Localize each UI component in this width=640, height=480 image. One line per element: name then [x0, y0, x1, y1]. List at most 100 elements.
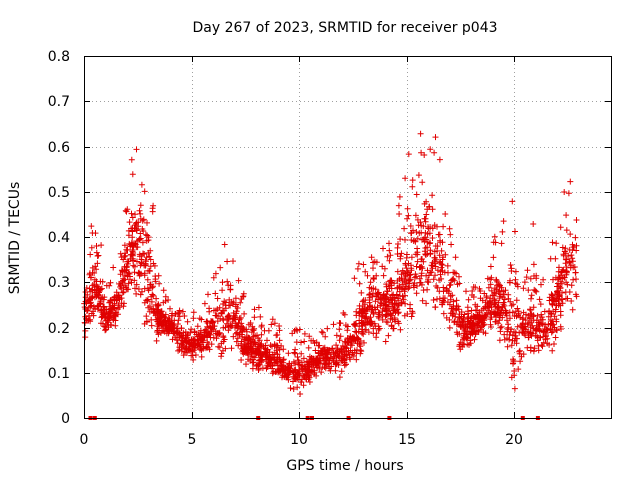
- data-point: [216, 304, 223, 311]
- y-tick-label: 0.6: [48, 140, 70, 156]
- data-point: [286, 367, 293, 373]
- data-point: [341, 311, 348, 318]
- data-point: [394, 268, 401, 275]
- data-point: [294, 354, 301, 360]
- data-point: [473, 307, 480, 314]
- y-tick-label: 0.4: [48, 230, 70, 246]
- data-point: [136, 269, 143, 276]
- data-point: [487, 263, 494, 270]
- data-point: [401, 225, 408, 232]
- data-point: [336, 337, 343, 344]
- y-tick-label: 0.7: [48, 94, 70, 110]
- data-point: [380, 245, 386, 252]
- data-point: [514, 305, 521, 312]
- data-point: [406, 272, 413, 279]
- data-point: [98, 309, 105, 316]
- data-point: [93, 283, 100, 289]
- data-point: [531, 345, 538, 352]
- data-point: [156, 280, 163, 287]
- data-point: [561, 248, 568, 255]
- data-point: [436, 277, 443, 284]
- data-point: [118, 300, 125, 307]
- data-point: [276, 323, 283, 329]
- data-point: [315, 342, 322, 349]
- data-point: [119, 289, 126, 296]
- data-point: [285, 376, 292, 383]
- data-point: [190, 309, 197, 316]
- data-point: [224, 278, 231, 285]
- data-point: [341, 356, 348, 363]
- data-point: [203, 332, 210, 338]
- data-point: [284, 363, 291, 370]
- data-point: [482, 313, 489, 320]
- data-point: [351, 321, 358, 328]
- data-point: [564, 281, 571, 288]
- data-point: [413, 229, 420, 235]
- data-point: [498, 240, 505, 247]
- data-point: [271, 320, 278, 327]
- data-point: [153, 307, 160, 314]
- data-point: [131, 225, 138, 232]
- data-point: [540, 276, 547, 283]
- data-point: [353, 320, 360, 327]
- data-point: [150, 260, 157, 267]
- data-point: [252, 339, 259, 346]
- data-point: [224, 317, 231, 323]
- data-point: [360, 261, 367, 268]
- data-point: [122, 252, 129, 259]
- y-tick-labels: 0 0.1 0.2 0.3 0.4 0.5 0.6 0.7 0.8: [48, 49, 70, 427]
- data-point: [329, 345, 336, 352]
- data-point: [232, 316, 238, 323]
- data-point: [264, 364, 271, 370]
- data-point: [129, 228, 136, 235]
- data-point: [280, 346, 287, 353]
- data-point: [192, 352, 199, 358]
- data-point: [243, 334, 250, 341]
- data-point: [257, 313, 264, 320]
- data-point: [106, 299, 113, 306]
- data-point: [386, 299, 392, 306]
- data-point: [414, 251, 421, 258]
- data-point: [265, 360, 272, 367]
- data-point: [258, 323, 265, 330]
- data-point: [464, 331, 471, 338]
- data-point: [447, 296, 454, 303]
- data-point: [553, 240, 560, 247]
- data-point: [501, 331, 508, 338]
- data-point: [542, 321, 549, 328]
- data-point: [334, 345, 341, 352]
- data-point: [353, 356, 360, 363]
- data-point: [464, 304, 471, 311]
- data-point: [306, 379, 313, 385]
- data-point: [245, 351, 251, 357]
- data-point: [562, 245, 569, 252]
- data-point: [249, 326, 256, 333]
- data-point: [278, 362, 285, 369]
- data-point: [569, 247, 576, 254]
- data-point: [347, 356, 354, 363]
- data-point: [180, 342, 187, 349]
- data-point: [362, 268, 369, 275]
- data-point: [349, 342, 355, 349]
- data-point: [113, 289, 120, 296]
- data-point: [222, 302, 229, 309]
- data-point: [361, 314, 368, 321]
- data-point: [234, 335, 241, 342]
- data-point: [218, 340, 225, 347]
- data-point: [499, 228, 506, 235]
- y-tick-label: 0.1: [48, 366, 70, 382]
- data-point: [343, 361, 349, 368]
- data-point: [400, 270, 407, 277]
- data-point: [459, 343, 466, 350]
- data-point: [383, 295, 389, 302]
- data-point: [461, 330, 468, 337]
- data-point: [238, 338, 245, 345]
- data-point: [368, 285, 375, 292]
- data-point: [432, 304, 439, 311]
- data-point: [139, 217, 146, 224]
- data-point: [408, 313, 415, 320]
- data-point: [535, 326, 542, 333]
- data-point: [217, 264, 224, 271]
- data-point: [418, 229, 425, 236]
- data-point: [550, 276, 556, 283]
